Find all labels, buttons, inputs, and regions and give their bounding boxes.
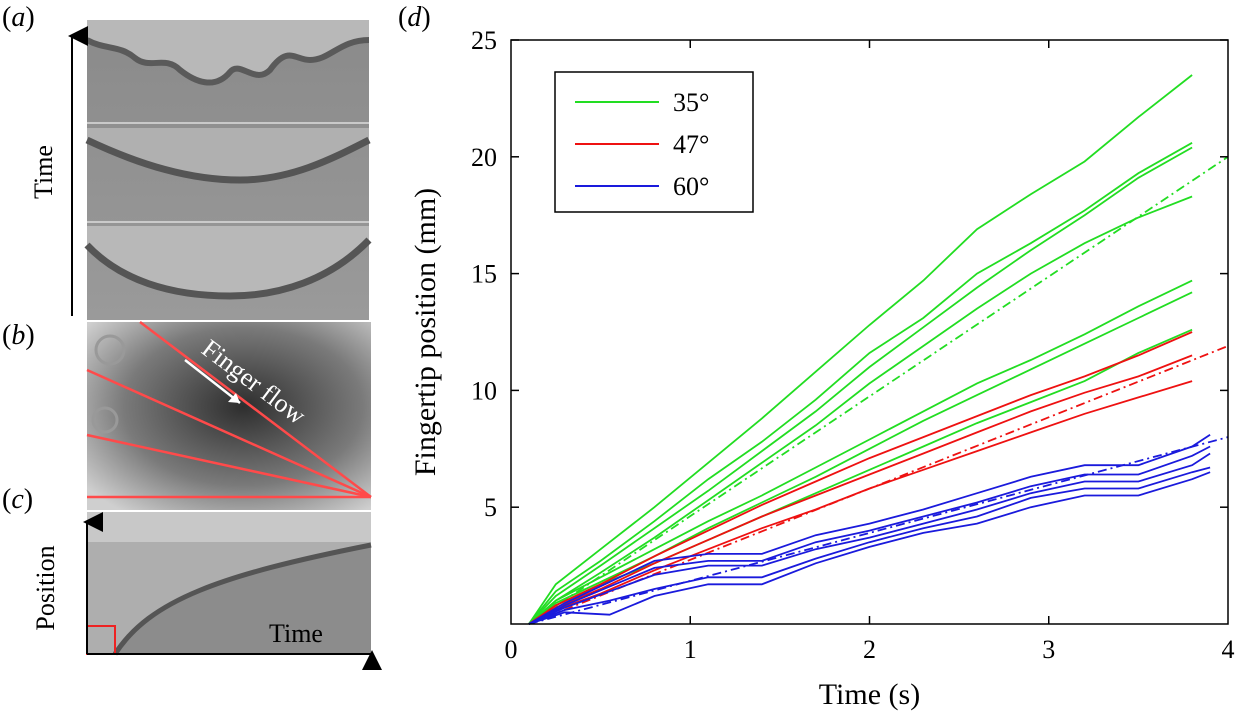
x-tick-label: 3 (1042, 635, 1055, 664)
legend-label: 47° (673, 130, 709, 159)
panel-c-letter: (c) (2, 484, 34, 515)
panel-c-ylabel: Position (31, 545, 60, 630)
finger-ray-1 (139, 321, 372, 498)
series-lines (528, 74, 1229, 625)
series-line-4 (528, 279, 1193, 625)
fingertip-chart: 0 1 2 3 4 5 10 15 20 25 Time (s) Fingertip positi… (409, 26, 1235, 711)
fit-line-7 (528, 156, 1229, 625)
series-line-13 (528, 445, 1211, 625)
x-tick-label: 2 (863, 635, 876, 664)
panel-a-image (84, 20, 372, 320)
panel-c-xlabel: Time (269, 619, 323, 648)
finger-ray-2 (86, 368, 372, 499)
panel-b-letter: (b) (2, 320, 35, 351)
legend: 35° 47° 60° (554, 71, 754, 213)
panel-a-axis-label: Time (29, 145, 58, 199)
y-axis-label: Fingertip position (mm) (409, 188, 442, 476)
panel-b-image: Finger flow (86, 321, 372, 510)
y-tick-label: 10 (471, 376, 497, 405)
series-line-1 (528, 142, 1193, 625)
finger-flow-arrow (184, 359, 241, 404)
series-line-9 (528, 354, 1193, 625)
x-tick-label: 0 (505, 635, 518, 664)
y-tick-label: 25 (471, 26, 497, 55)
legend-label: 60° (673, 172, 709, 201)
y-tick-label: 20 (471, 143, 497, 172)
series-line-8 (528, 331, 1193, 625)
series-line-16 (528, 471, 1211, 625)
x-tick-label: 1 (684, 635, 697, 664)
legend-label: 35° (673, 88, 709, 117)
fit-line-17 (528, 436, 1229, 625)
x-axis-label: Time (s) (819, 678, 920, 711)
series-line-2 (528, 146, 1193, 625)
series-line-14 (528, 452, 1211, 625)
y-tick-label: 5 (484, 493, 497, 522)
legend-box (554, 71, 754, 213)
panel-d-letter: (d) (398, 2, 431, 33)
series-line-3 (528, 195, 1193, 625)
image-panels: Time Finger flow Position Time (29, 20, 382, 670)
x-tick-label: 4 (1222, 635, 1235, 664)
series-line-5 (528, 291, 1193, 625)
series-line-10 (528, 380, 1193, 625)
axis-ticks: 0 1 2 3 4 5 10 15 20 25 (471, 26, 1235, 664)
series-line-15 (528, 466, 1211, 625)
series-line-0 (528, 74, 1193, 625)
series-line-6 (528, 328, 1193, 625)
panel-a-letter: (a) (2, 2, 35, 33)
panel-c-image (86, 512, 372, 656)
y-tick-label: 15 (471, 260, 497, 289)
finger-ray-3 (86, 433, 372, 499)
